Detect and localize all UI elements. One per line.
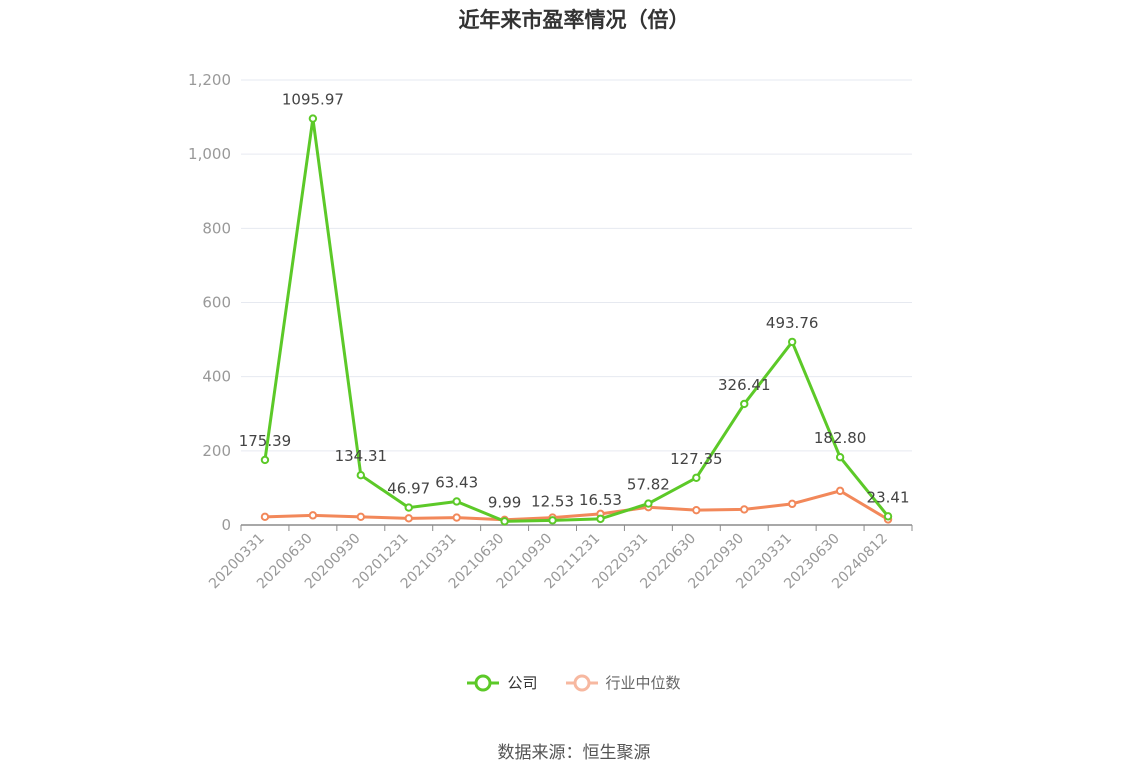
data-point-industry — [404, 514, 413, 523]
data-point-company — [787, 337, 797, 347]
y-tick-label: 1,200 — [188, 71, 231, 89]
data-labels: 175.39 1095.97 134.31 46.97 63.43 9.99 12.53 16… — [239, 91, 910, 512]
data-point-industry — [740, 505, 749, 514]
series-line-company — [263, 117, 890, 523]
data-point-company — [835, 453, 845, 462]
data-point-company — [740, 399, 749, 409]
data-point-company — [404, 503, 413, 512]
data-label: 493.76 — [766, 314, 819, 332]
data-label: 46.97 — [387, 480, 430, 498]
legend-label-company: 公司 — [507, 674, 538, 692]
y-tick-label: 200 — [202, 442, 231, 460]
data-point-company — [356, 470, 366, 480]
data-label: 57.82 — [627, 476, 670, 494]
data-point-company — [500, 517, 509, 526]
data-label: 9.99 — [488, 493, 521, 511]
data-point-company — [883, 512, 893, 521]
legend-item-industry[interactable]: 行业中位数 — [565, 672, 681, 693]
chart-title: 近年来市盈率情况（倍） — [458, 8, 690, 32]
y-tick-label: 800 — [202, 219, 231, 237]
data-label: 23.41 — [867, 488, 910, 506]
legend-label-industry: 行业中位数 — [605, 674, 681, 692]
data-point-company — [548, 516, 557, 525]
data-point-company — [308, 114, 318, 123]
data-label: 175.39 — [239, 432, 292, 450]
grid-lines — [241, 79, 912, 452]
data-point-industry — [692, 505, 701, 515]
x-axis: 2020033120200630202009302020123120210331… — [206, 524, 913, 592]
series-line-industry — [264, 489, 889, 522]
data-point-company — [644, 499, 653, 508]
data-point-company — [596, 514, 605, 524]
data-label: 326.41 — [718, 376, 771, 394]
legend-line-circle-icon — [467, 674, 500, 691]
data-point-industry — [452, 513, 461, 522]
data-point-company — [260, 455, 270, 465]
data-point-industry — [787, 499, 797, 509]
data-point-industry — [835, 486, 845, 496]
y-tick-label: 0 — [221, 516, 231, 534]
data-point-company — [692, 473, 701, 482]
data-label: 134.31 — [335, 447, 388, 465]
data-source: 数据来源：恒生聚源 — [497, 743, 651, 763]
y-tick-label: 400 — [202, 368, 231, 386]
legend: 公司 行业中位数 — [0, 672, 1148, 693]
data-label: 16.53 — [579, 491, 622, 509]
data-point-company — [452, 497, 461, 506]
legend-item-company[interactable]: 公司 — [467, 672, 538, 693]
data-label: 63.43 — [435, 473, 478, 491]
data-label: 1095.97 — [282, 91, 344, 109]
data-label: 127.35 — [670, 450, 723, 468]
y-tick-label: 600 — [202, 294, 231, 312]
legend-line-circle-icon — [565, 674, 598, 691]
y-axis-ticks: 0 200 400 600 800 1,000 1,200 — [188, 71, 231, 534]
y-tick-label: 1,000 — [188, 145, 231, 163]
data-point-industry — [260, 512, 270, 522]
series-lines — [260, 114, 893, 526]
data-label: 182.80 — [814, 429, 867, 447]
data-point-industry — [356, 512, 366, 522]
data-point-industry — [308, 511, 318, 520]
data-label: 12.53 — [531, 492, 574, 510]
line-chart: 0 200 400 600 800 1,000 1,200 2020033120200630… — [188, 71, 913, 592]
